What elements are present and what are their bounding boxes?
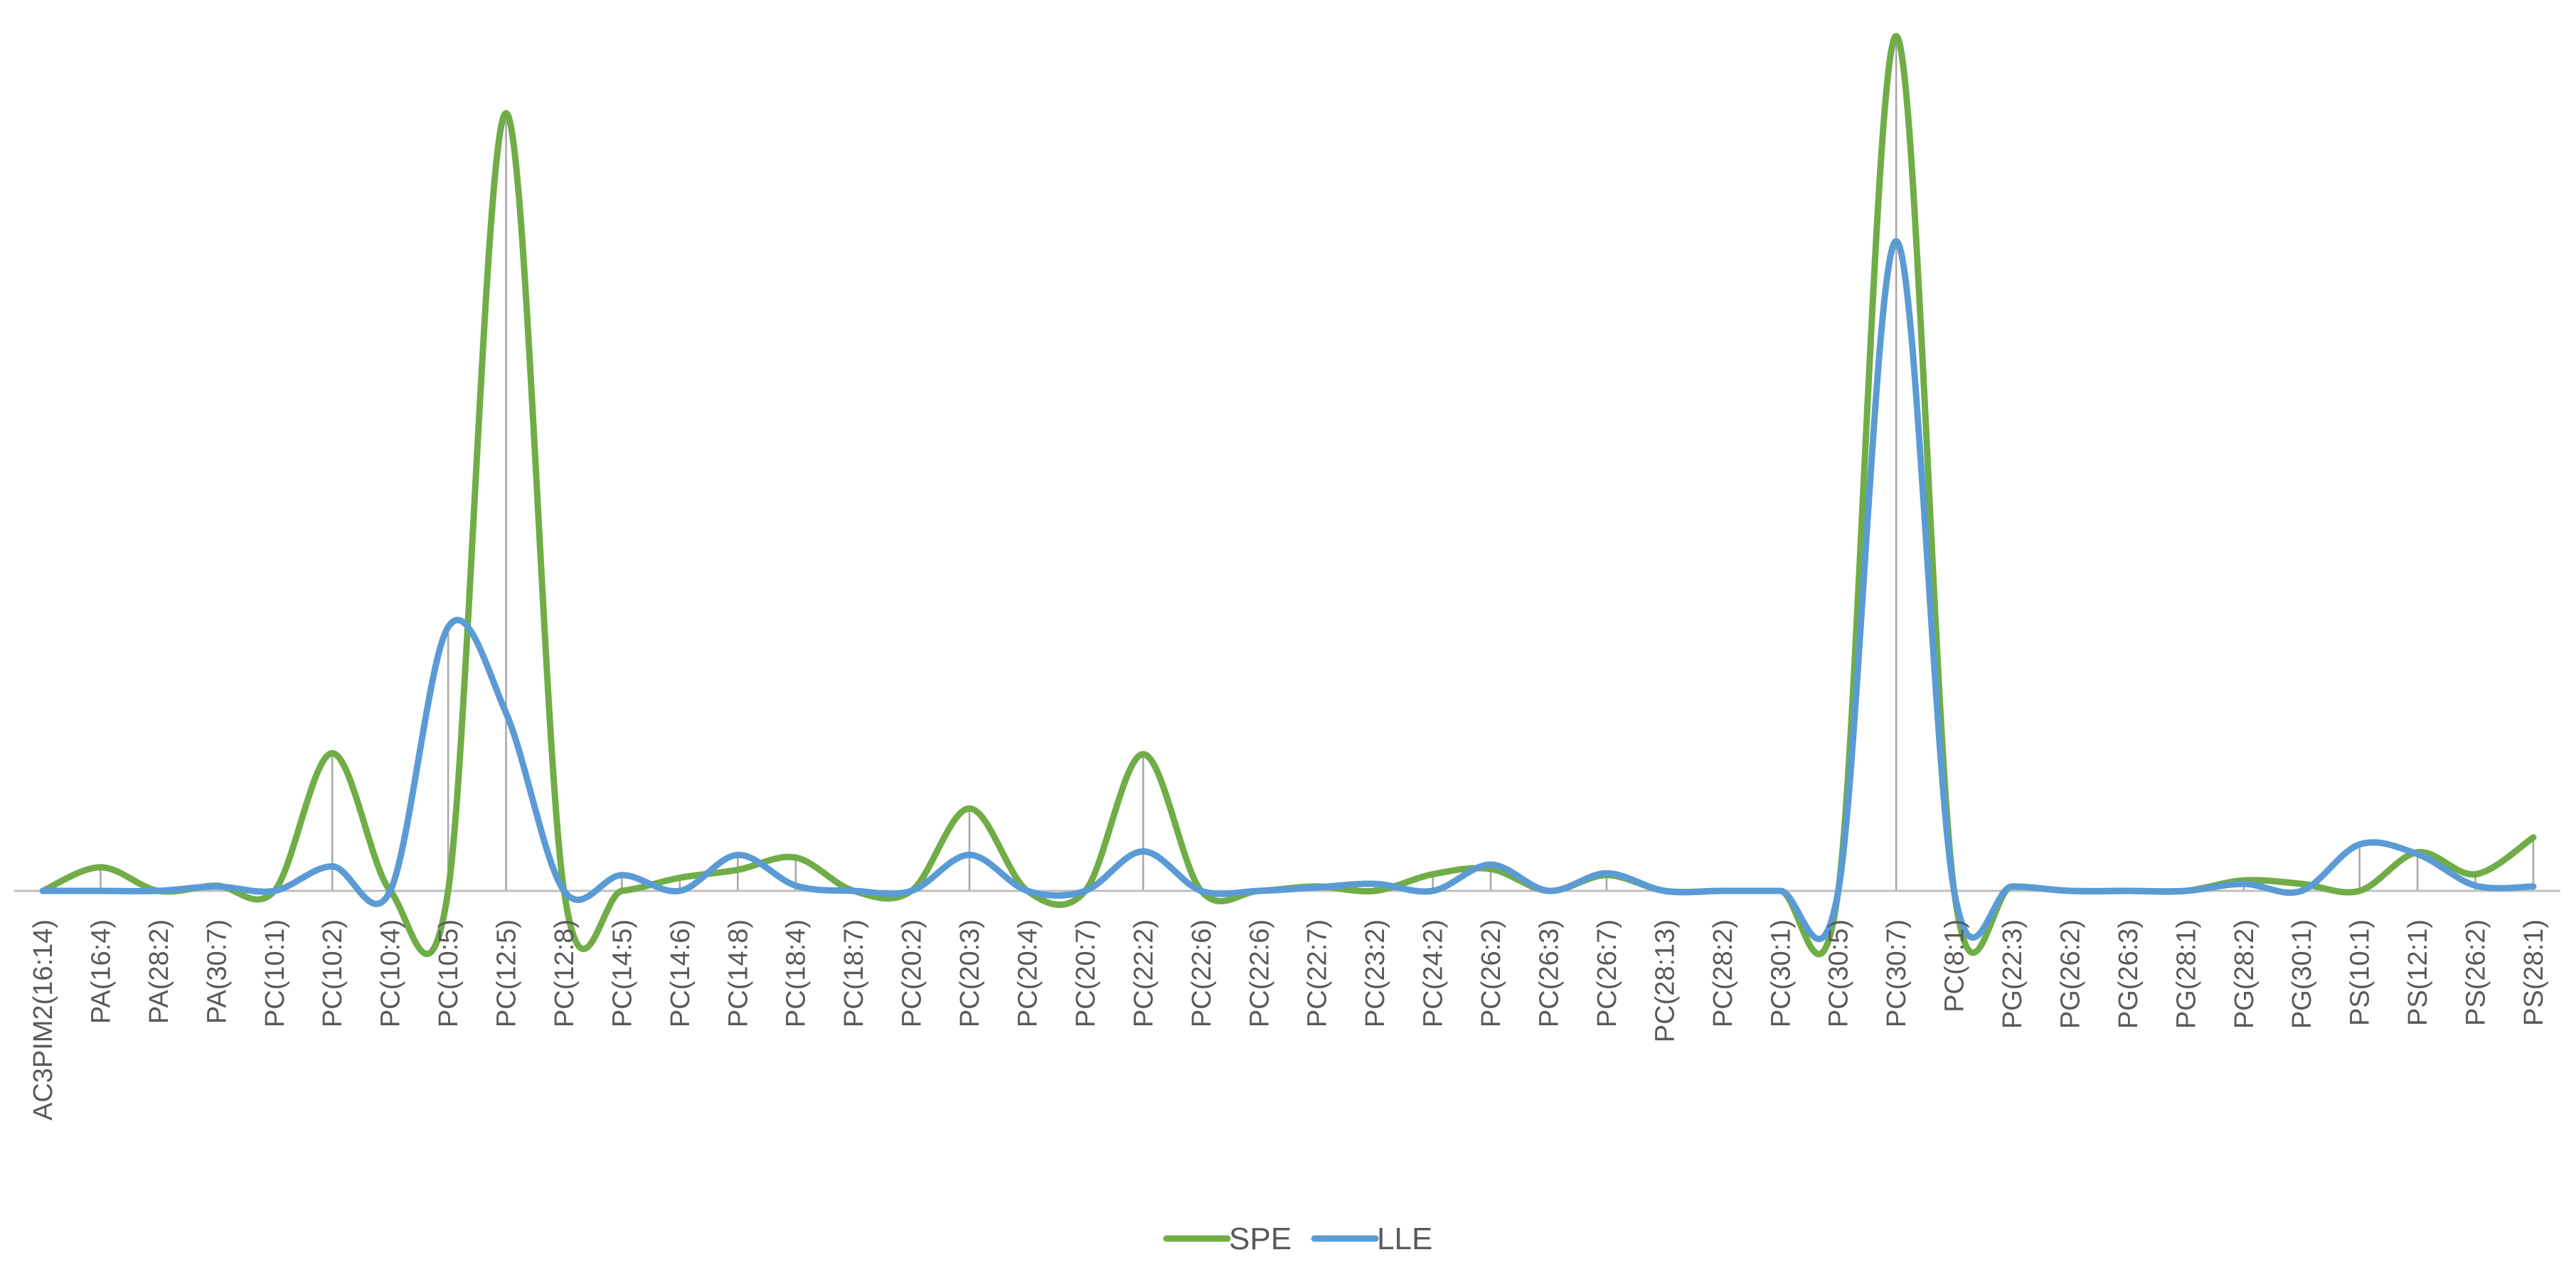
x-tick-label: PC(20:2) bbox=[898, 919, 927, 1027]
x-tick-label: PC(22:6) bbox=[1187, 919, 1217, 1027]
x-tick-label: PC(20:7) bbox=[1071, 919, 1101, 1027]
x-tick-label: PG(28:2) bbox=[2230, 919, 2260, 1029]
series-line-lle bbox=[39, 237, 2537, 943]
x-tick-label: PC(8:1) bbox=[1940, 919, 1970, 1012]
legend-label-spe: SPE bbox=[1229, 1221, 1292, 1256]
x-tick-label: PC(23:2) bbox=[1361, 919, 1390, 1027]
x-tick-label: PG(28:1) bbox=[2171, 919, 2201, 1029]
x-tick-label: PC(22:2) bbox=[1129, 919, 1159, 1027]
x-tick-label: PC(22:7) bbox=[1303, 919, 1333, 1027]
x-tick-label: PS(10:1) bbox=[2346, 919, 2375, 1026]
x-tick-label: PC(28:13) bbox=[1650, 919, 1680, 1042]
x-tick-label: PC(26:7) bbox=[1592, 919, 1622, 1027]
x-tick-label: PC(30:7) bbox=[1882, 919, 1912, 1027]
x-tick-label: PC(10:4) bbox=[376, 919, 406, 1027]
drop-lines bbox=[100, 36, 2535, 891]
x-tick-label: PS(28:1) bbox=[2519, 919, 2549, 1026]
legend: SPE LLE bbox=[1163, 1221, 1432, 1256]
x-tick-label: PC(10:1) bbox=[260, 919, 290, 1027]
x-tick-label: PC(12:5) bbox=[492, 919, 522, 1027]
legend-label-lle: LLE bbox=[1377, 1221, 1432, 1256]
x-tick-label: PS(26:2) bbox=[2461, 919, 2491, 1026]
x-tick-label: PC(26:2) bbox=[1476, 919, 1506, 1027]
x-tick-label: PC(30:5) bbox=[1824, 919, 1854, 1027]
x-tick-label: PC(26:3) bbox=[1534, 919, 1564, 1027]
x-tick-label: PC(12:8) bbox=[550, 919, 580, 1027]
x-tick-label: PA(30:7) bbox=[202, 919, 232, 1024]
x-tick-label: PC(18:4) bbox=[782, 919, 811, 1027]
x-tick-label: PS(12:1) bbox=[2403, 919, 2433, 1026]
x-tick-label: PC(10:2) bbox=[318, 919, 348, 1027]
x-tick-label: PG(22:3) bbox=[1998, 919, 2028, 1029]
x-tick-label: PA(16:4) bbox=[86, 919, 116, 1024]
x-tick-label: PC(24:2) bbox=[1419, 919, 1449, 1027]
x-tick-label: PC(30:1) bbox=[1766, 919, 1796, 1027]
x-tick-label: PC(20:4) bbox=[1013, 919, 1043, 1027]
x-tick-label: PC(14:6) bbox=[666, 919, 696, 1027]
x-tick-label: PC(20:3) bbox=[955, 919, 985, 1027]
x-tick-label: PC(14:8) bbox=[723, 919, 753, 1027]
x-tick-label: PC(28:2) bbox=[1708, 919, 1738, 1027]
x-tick-label: PG(30:1) bbox=[2287, 919, 2317, 1029]
series-lines bbox=[39, 33, 2537, 958]
x-tick-label: PG(26:3) bbox=[2114, 919, 2144, 1029]
x-tick-labels: AC3PIM2(16:14) PA(16:4) PA(28:2) PA(30:7) PC… bbox=[28, 919, 2549, 1121]
x-tick-label: PG(26:2) bbox=[2055, 919, 2085, 1029]
x-tick-label: PC(22:6) bbox=[1245, 919, 1274, 1027]
x-tick-label: PC(14:5) bbox=[607, 919, 637, 1027]
x-tick-label: PA(28:2) bbox=[144, 919, 174, 1024]
x-tick-label: PC(18:7) bbox=[839, 919, 869, 1027]
x-tick-label: PC(10:5) bbox=[434, 919, 464, 1027]
series-line-spe bbox=[39, 33, 2537, 958]
x-tick-label: AC3PIM2(16:14) bbox=[28, 919, 58, 1121]
